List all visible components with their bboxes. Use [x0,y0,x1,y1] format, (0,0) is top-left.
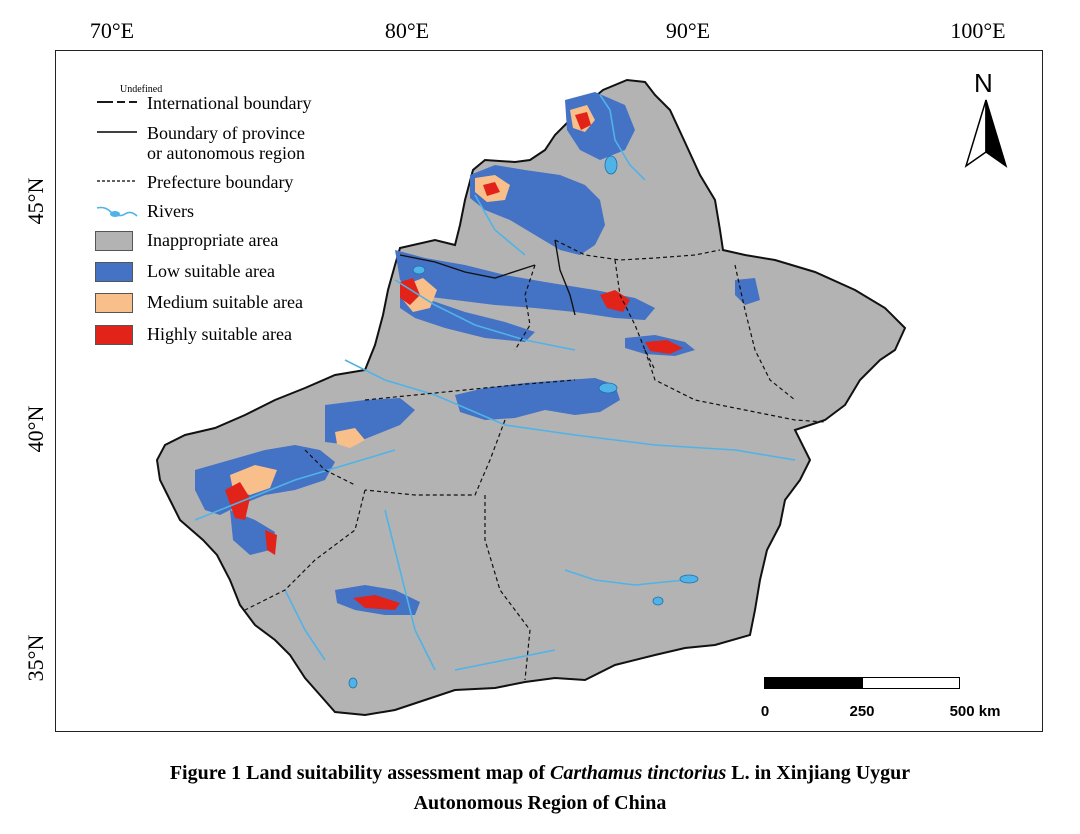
lakes-layer [348,155,699,689]
province-boundary-icon [97,131,137,133]
legend-label: Rivers [147,201,194,221]
legend-label: Boundary of province [147,123,305,143]
legend-label: Highly suitable area [147,324,292,344]
north-label: N [974,68,993,98]
legend-label-line2: or autonomous region [147,143,305,163]
north-arrow-icon [964,99,1008,168]
prefecture-boundary-icon [97,180,137,182]
lat-label-35: 35°N [23,634,48,682]
scale-bar-segment-2 [862,677,960,689]
inappropriate-swatch [95,231,133,251]
map-frame [55,50,1043,732]
lat-label-45: 45°N [23,177,48,225]
legend-label: Inappropriate area [147,230,279,250]
map-canvas [155,78,907,717]
lat-label-40: 40°N [23,405,48,453]
province-boundaries-layer [399,239,576,316]
legend-label: Prefecture boundary [147,172,294,192]
figure-caption-line2: Autonomous Region of China [413,792,667,814]
scale-bar-segment-1 [764,677,862,689]
lon-label-90: 90°E [665,18,711,43]
medium-suitable-swatch [95,293,133,313]
river-icon [96,206,138,217]
low-suitable-swatch [95,262,133,282]
caption-prefix: Figure 1 Land suitability assessment map… [169,762,551,784]
scale-tick-500: 500 km [949,703,1001,720]
lon-label-100: 100°E [950,18,1006,43]
high-suitable-layer [225,112,683,610]
rivers-layer [194,94,796,671]
legend-label: Medium suitable area [147,292,303,312]
international-boundary-icon [97,101,137,103]
prefecture-boundaries-layer [244,239,826,681]
caption-species: Carthamus tinctorius [550,762,727,784]
legend-label: International boundary [147,93,312,113]
high-suitable-swatch [95,325,133,345]
figure-caption-line1: Figure 1 Land suitability assessment map… [0,758,1080,788]
legend-label: Low suitable area [147,261,275,281]
lon-label-70: 70°E [89,18,135,43]
caption-suffix: L. in Xinjiang Uygur [726,762,911,784]
scale-tick-250: 250 [849,703,875,720]
lon-label-80: 80°E [384,18,430,43]
scale-tick-0: 0 [760,703,770,720]
